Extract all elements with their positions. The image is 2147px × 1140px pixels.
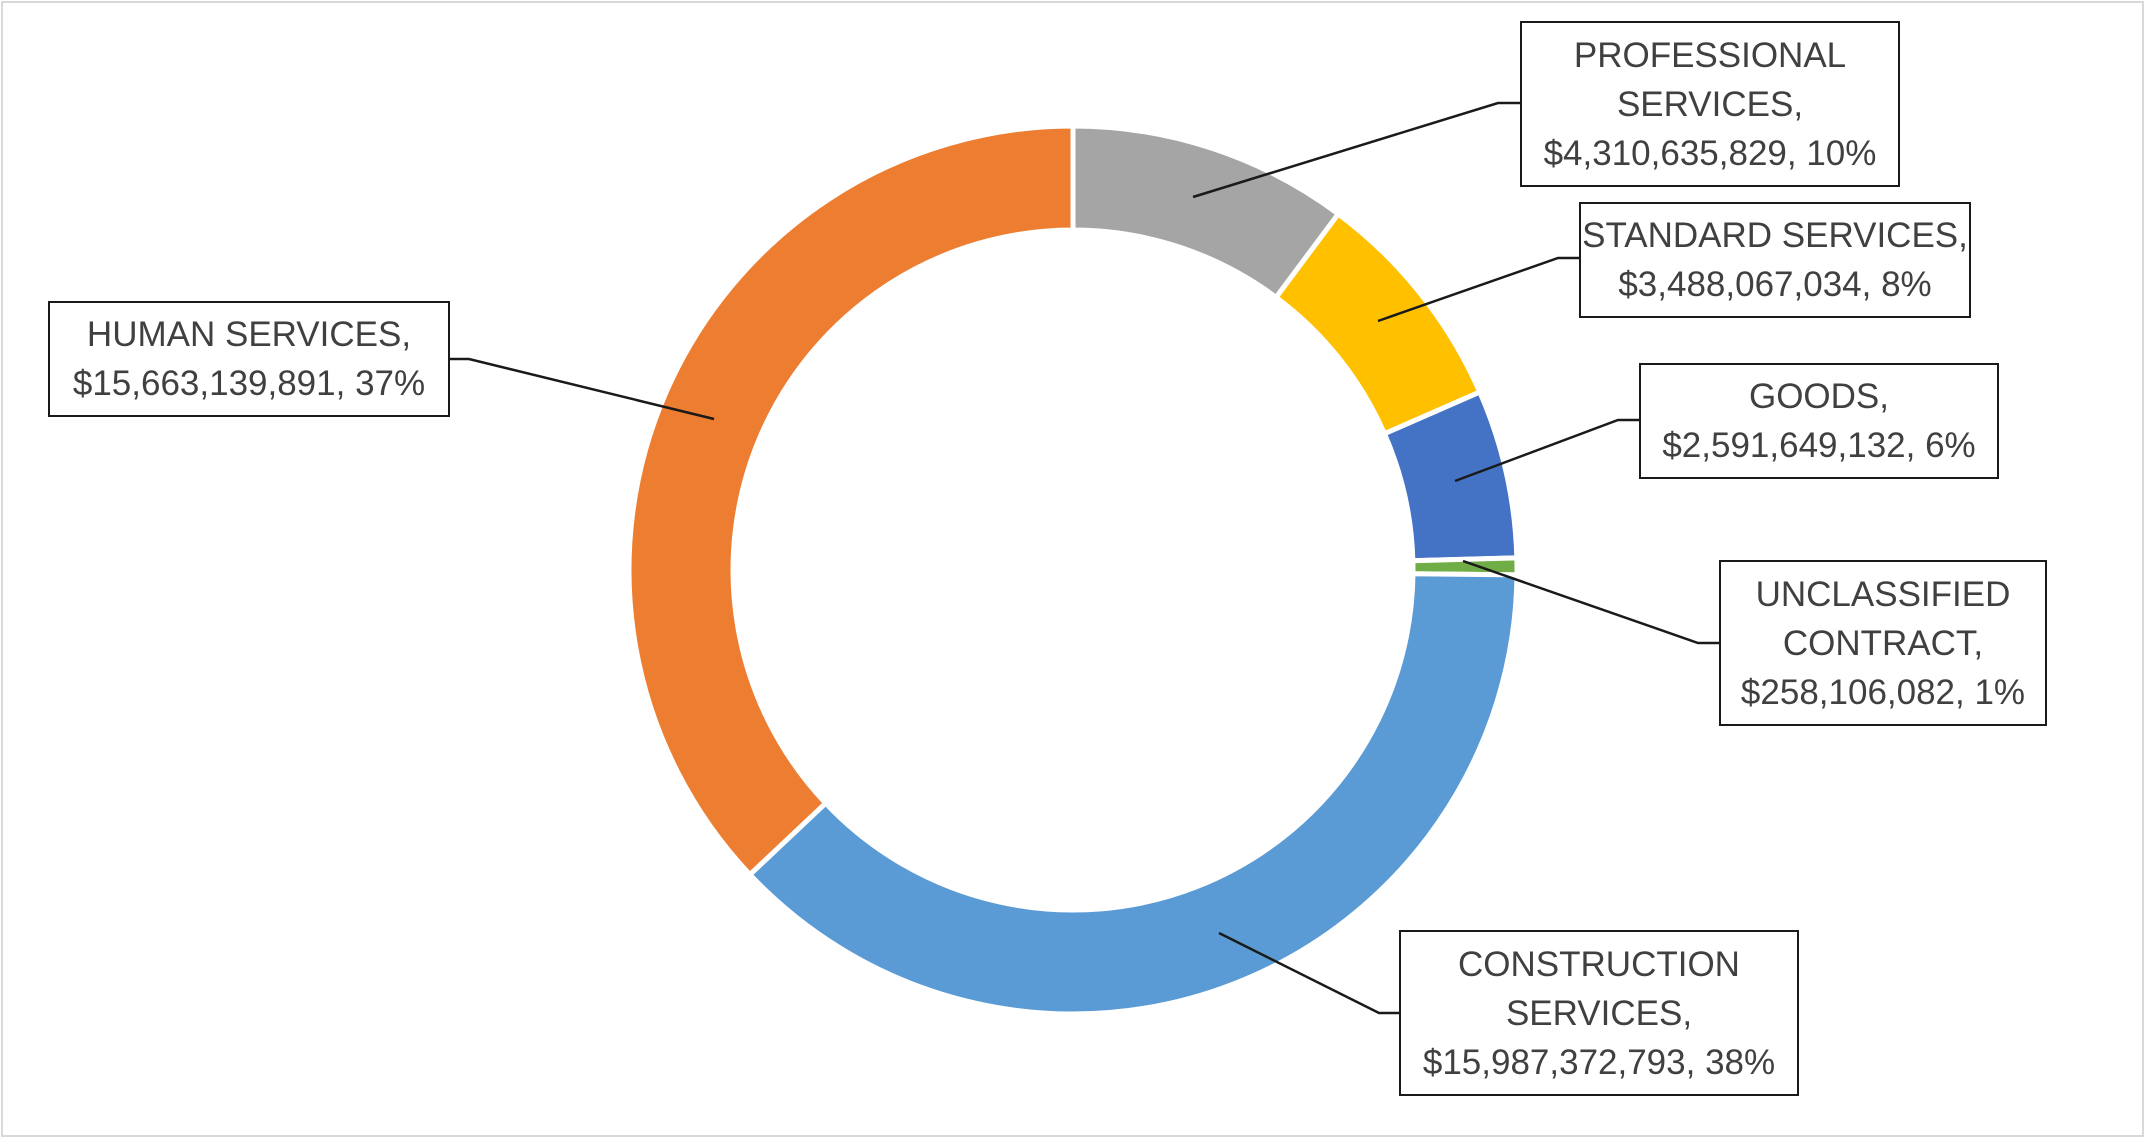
label-construction-services: CONSTRUCTION SERVICES, $15,987,372,793, 38… <box>1399 930 1799 1096</box>
slice-constr <box>746 571 1520 1017</box>
slice-human <box>626 123 1076 879</box>
label-professional-services: PROFESSIONAL SERVICES, $4,310,635,829, 10% <box>1520 21 1900 187</box>
leader-line-uncl <box>1462 559 1719 645</box>
leader-line-goods <box>1454 418 1639 483</box>
label-unclassified-contract: UNCLASSIFIED CONTRACT, $258,106,082, 1% <box>1719 560 2047 726</box>
label-standard-services: STANDARD SERVICES, $3,488,067,034, 8% <box>1579 202 1971 318</box>
label-goods: GOODS, $2,591,649,132, 6% <box>1639 363 1999 479</box>
leader-line-constr <box>1218 931 1399 1015</box>
label-human-services: HUMAN SERVICES, $15,663,139,891, 37% <box>48 301 450 417</box>
leader-line-std <box>1377 256 1579 323</box>
leader-line-human <box>450 357 715 421</box>
leader-line-prof <box>1192 101 1520 199</box>
